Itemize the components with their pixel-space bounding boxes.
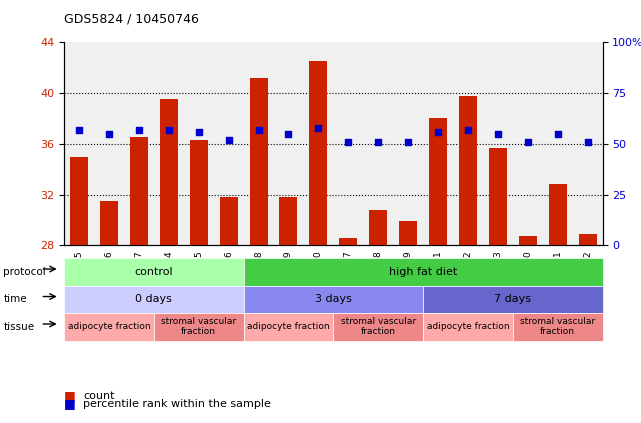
Point (163, 126, 174, 133)
Text: ■: ■ (64, 398, 76, 410)
Text: GDS5824 / 10450746: GDS5824 / 10450746 (64, 13, 199, 26)
Text: adipocyte fraction: adipocyte fraction (247, 322, 329, 331)
Bar (70, 157, 88, 245)
Bar (369, 210, 387, 245)
Bar (130, 137, 148, 245)
Bar (489, 148, 507, 245)
Bar (519, 236, 537, 245)
Point (253, 126, 263, 133)
Text: control: control (135, 267, 173, 277)
Point (373, 138, 383, 145)
Bar (100, 201, 118, 245)
Text: 3 days: 3 days (315, 294, 352, 304)
Text: count: count (83, 390, 115, 401)
Point (403, 138, 413, 145)
Text: high fat diet: high fat diet (389, 267, 457, 277)
Point (463, 126, 473, 133)
Point (74, 126, 84, 133)
Bar (249, 78, 267, 245)
Text: time: time (3, 294, 27, 304)
Bar (310, 61, 328, 245)
Text: adipocyte fraction: adipocyte fraction (427, 322, 509, 331)
Point (343, 138, 353, 145)
Bar (429, 118, 447, 245)
Point (134, 126, 144, 133)
Text: stromal vascular
fraction: stromal vascular fraction (340, 317, 416, 336)
Text: adipocyte fraction: adipocyte fraction (68, 322, 150, 331)
Text: percentile rank within the sample: percentile rank within the sample (83, 399, 271, 409)
Text: tissue: tissue (3, 322, 35, 332)
Bar (579, 234, 597, 245)
Point (583, 138, 593, 145)
Bar (339, 238, 357, 245)
Bar (190, 140, 208, 245)
Bar (279, 197, 297, 245)
Point (194, 128, 204, 135)
Point (313, 124, 324, 131)
Text: 7 days: 7 days (494, 294, 531, 304)
Text: protocol: protocol (3, 267, 46, 277)
Point (433, 128, 443, 135)
Bar (160, 99, 178, 245)
Text: 0 days: 0 days (135, 294, 172, 304)
Text: ■: ■ (64, 389, 76, 402)
Text: stromal vascular
fraction: stromal vascular fraction (161, 317, 237, 336)
Point (224, 136, 234, 143)
Point (104, 130, 114, 137)
Text: stromal vascular
fraction: stromal vascular fraction (520, 317, 595, 336)
Bar (399, 221, 417, 245)
Bar (459, 96, 477, 245)
Bar (549, 184, 567, 245)
Bar (220, 197, 238, 245)
Point (522, 138, 533, 145)
Point (553, 130, 563, 137)
Point (283, 130, 294, 137)
Point (493, 130, 503, 137)
